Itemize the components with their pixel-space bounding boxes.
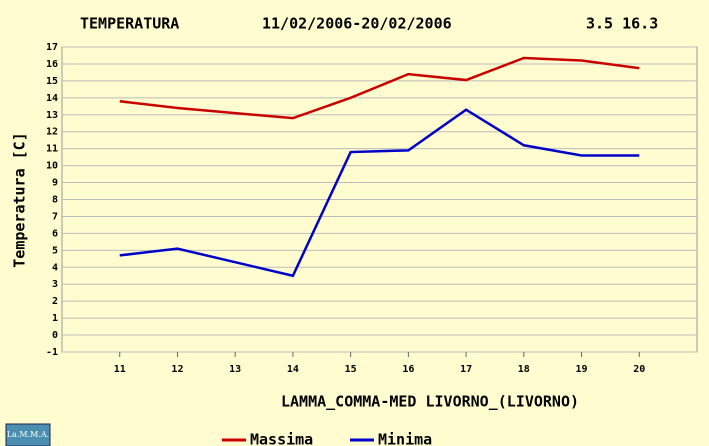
y-axis-label: Temperatura [C] — [11, 132, 29, 267]
x-tick-label: 13 — [229, 364, 241, 375]
y-tick-label: 0 — [52, 330, 58, 341]
x-tick-label: 20 — [633, 364, 645, 375]
y-tick-label: 11 — [46, 144, 58, 155]
y-tick-label: 16 — [46, 59, 58, 70]
series-line — [119, 56, 640, 120]
chart-title: TEMPERATURA — [80, 15, 179, 33]
y-tick-label: 14 — [46, 93, 58, 104]
y-tick-label: 2 — [52, 296, 58, 307]
x-tick-label: 17 — [460, 364, 472, 375]
series-line — [119, 108, 640, 278]
logo-text: La.M.M.A. — [7, 430, 49, 439]
legend-label: Massima — [250, 431, 313, 446]
x-tick-label: 18 — [518, 364, 530, 375]
y-tick-label: 3 — [52, 279, 58, 290]
logo — [5, 423, 51, 446]
y-tick-label: 15 — [46, 76, 58, 87]
legend-label: Minima — [378, 431, 432, 446]
y-tick-label: 4 — [52, 262, 58, 273]
y-tick-label: 12 — [46, 127, 58, 138]
x-axis-label: LAMMA_COMMA-MED LIVORNO_(LIVORNO) — [281, 393, 579, 411]
x-tick-label: 16 — [402, 364, 414, 375]
y-tick-label: 10 — [46, 161, 58, 172]
x-tick-label: 14 — [287, 364, 299, 375]
y-tick-label: -1 — [46, 347, 58, 358]
y-tick-label: 7 — [52, 211, 58, 222]
y-tick-label: 5 — [52, 245, 58, 256]
y-tick-label: 17 — [46, 42, 58, 53]
x-tick-label: 15 — [345, 364, 357, 375]
y-tick-label: 1 — [52, 313, 58, 324]
y-tick-label: 8 — [52, 195, 58, 206]
annotation: 3.5 16.3 — [586, 15, 658, 33]
y-tick-label: 9 — [52, 178, 58, 189]
y-tick-label: 13 — [46, 110, 58, 121]
x-tick-label: 11 — [114, 364, 126, 375]
x-tick-label: 19 — [576, 364, 588, 375]
x-tick-label: 12 — [171, 364, 183, 375]
chart-subtitle: 11/02/2006-20/02/2006 — [262, 15, 452, 33]
y-tick-label: 6 — [52, 228, 58, 239]
